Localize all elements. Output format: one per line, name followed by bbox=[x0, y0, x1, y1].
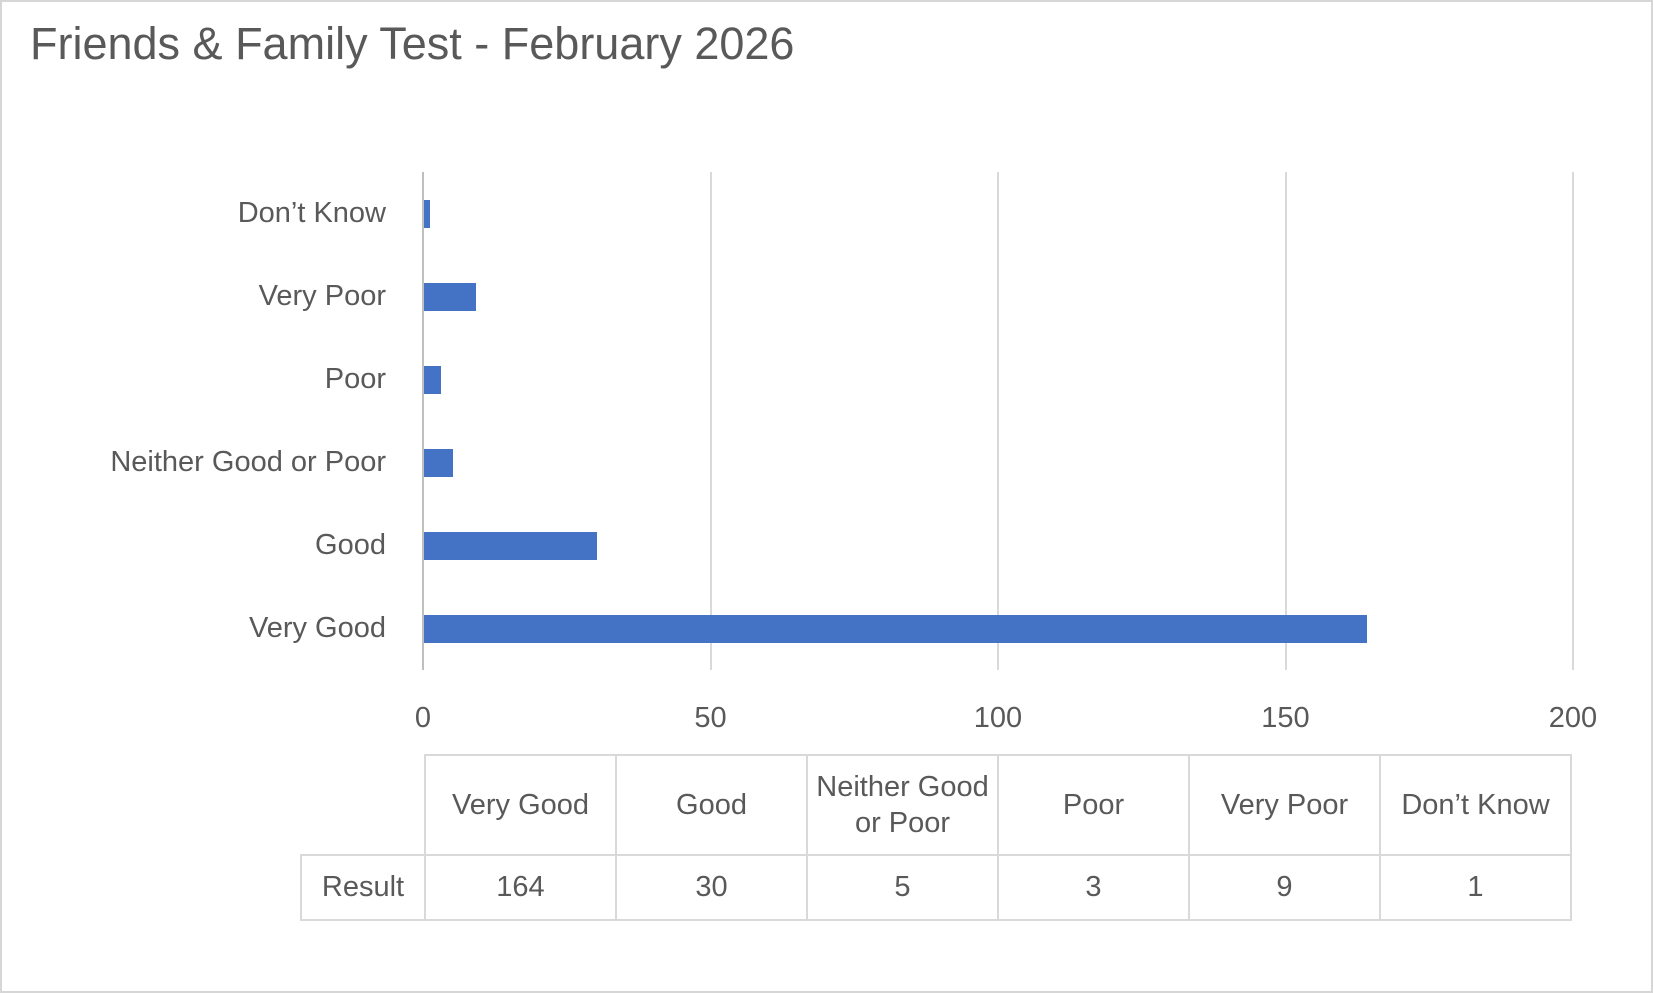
category-axis: Don’t Know Very Poor Poor Neither Good or P… bbox=[2, 172, 386, 670]
bar-good bbox=[424, 531, 597, 560]
table-header-very-good: Very Good bbox=[424, 754, 617, 856]
value-axis: 0 50 100 150 200 bbox=[415, 702, 1597, 738]
category-label-very-good: Very Good bbox=[248, 612, 386, 644]
x-tick-label-150: 150 bbox=[1261, 702, 1310, 734]
category-label-don-t-know: Don’t Know bbox=[237, 197, 386, 229]
table-value-good: 30 bbox=[615, 854, 808, 921]
table-value-neither-good-or-poor: 5 bbox=[806, 854, 999, 921]
table-corner-cell bbox=[301, 755, 425, 855]
category-axis-line bbox=[422, 172, 424, 670]
table-header-good: Good bbox=[615, 754, 808, 856]
table-header-poor: Poor bbox=[997, 754, 1190, 856]
table-value-very-good: 164 bbox=[424, 854, 617, 921]
bar-very-good bbox=[424, 614, 1367, 643]
category-label-very-poor: Very Poor bbox=[258, 280, 386, 312]
table-header-neither-good-or-poor: Neither Good or Poor bbox=[806, 754, 999, 856]
x-tick-label-50: 50 bbox=[694, 702, 727, 734]
gridline-150 bbox=[1284, 172, 1287, 670]
gridline-200 bbox=[1572, 172, 1574, 670]
category-label-neither-good-or-poor: Neither Good or Poor bbox=[110, 446, 386, 478]
data-table: Very Good Good Neither Good or Poor Poor Ver… bbox=[300, 754, 1572, 921]
bar-neither-good-or-poor bbox=[424, 448, 453, 477]
table-value-poor: 3 bbox=[997, 854, 1190, 921]
x-tick-label-200: 200 bbox=[1548, 702, 1598, 734]
table-header-very-poor: Very Poor bbox=[1188, 754, 1381, 856]
table-value-don-t-know: 1 bbox=[1379, 854, 1572, 921]
category-label-good: Good bbox=[315, 529, 386, 561]
table-value-very-poor: 9 bbox=[1188, 854, 1381, 921]
plot-area bbox=[422, 172, 1574, 670]
table-header-don-t-know: Don’t Know bbox=[1379, 754, 1572, 856]
gridline-100 bbox=[997, 172, 999, 670]
x-tick-label-100: 100 bbox=[973, 702, 1023, 734]
chart-title: Friends & Family Test - February 2026 bbox=[30, 18, 795, 69]
bar-don-t-know bbox=[424, 199, 430, 228]
bar-very-poor bbox=[424, 282, 476, 311]
bar-poor bbox=[424, 365, 442, 394]
x-tick-label-0: 0 bbox=[414, 702, 432, 734]
data-table-container: Very Good Good Neither Good or Poor Poor Ver… bbox=[300, 754, 1572, 921]
category-label-poor: Poor bbox=[324, 363, 386, 395]
gridline-50 bbox=[709, 172, 712, 670]
table-row-header: Result bbox=[300, 854, 426, 921]
